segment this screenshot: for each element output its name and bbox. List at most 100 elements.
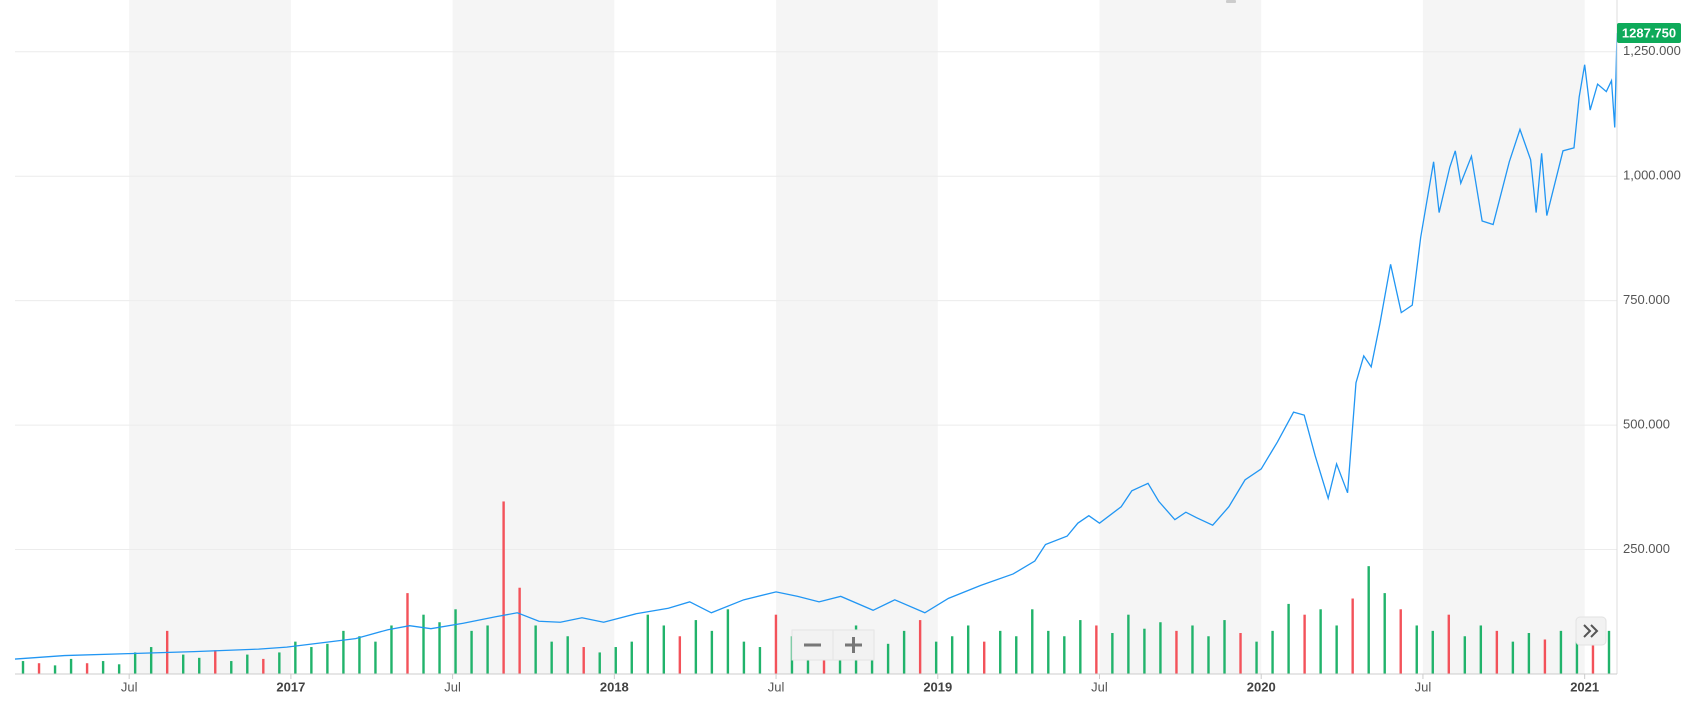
volume-bar xyxy=(742,641,746,674)
volume-bar xyxy=(950,636,954,674)
volume-bar xyxy=(726,609,730,674)
y-tick-label: 250.000 xyxy=(1623,541,1670,556)
volume-bar xyxy=(1607,630,1611,674)
volume-bar xyxy=(1175,630,1178,674)
volume-bar xyxy=(214,650,217,674)
volume-bar xyxy=(1463,636,1467,674)
volume-bar xyxy=(1383,593,1386,674)
price-tag-label: 1287.750 xyxy=(1622,25,1676,40)
volume-bar xyxy=(1575,636,1579,674)
volume-bar xyxy=(1015,636,1018,674)
x-tick-label: Jul xyxy=(121,679,138,694)
volume-bar xyxy=(630,641,633,674)
x-tick-label: 2020 xyxy=(1247,679,1276,694)
volume-bar xyxy=(1223,620,1226,674)
volume-bar xyxy=(518,587,521,674)
volume-bar xyxy=(678,636,682,674)
volume-bar xyxy=(278,652,281,674)
volume-bar xyxy=(454,609,457,674)
x-tick-label: Jul xyxy=(1091,679,1108,694)
scroll-right-button[interactable] xyxy=(1575,616,1607,646)
y-tick-label: 500.000 xyxy=(1623,417,1670,432)
volume-bar xyxy=(358,636,361,674)
volume-bar xyxy=(117,664,121,674)
volume-bar xyxy=(1031,609,1034,674)
volume-bar xyxy=(1335,625,1338,674)
volume-bar xyxy=(918,620,922,674)
volume-bar xyxy=(69,658,73,674)
volume-bar xyxy=(694,620,698,674)
shaded-band xyxy=(1422,0,1585,674)
volume-bar xyxy=(294,641,297,674)
volume-bar xyxy=(566,636,569,674)
volume-bar xyxy=(886,643,890,674)
volume-bar xyxy=(246,654,249,674)
volume-bar xyxy=(342,630,345,674)
shaded-band xyxy=(1099,0,1262,674)
volume-bar xyxy=(1431,630,1434,674)
x-tick-label: 2017 xyxy=(276,679,305,694)
volume-bar xyxy=(422,614,425,674)
volume-bar xyxy=(1591,641,1595,674)
zoom-controls xyxy=(791,629,875,661)
volume-bar xyxy=(21,661,25,674)
volume-bar xyxy=(646,614,649,674)
volume-bar xyxy=(182,654,185,674)
x-tick-label: Jul xyxy=(768,679,785,694)
volume-bar xyxy=(1239,633,1242,674)
volume-bar xyxy=(1495,630,1499,674)
volume-bar xyxy=(198,657,201,674)
volume-bar xyxy=(326,643,329,674)
volume-bar xyxy=(1351,598,1354,674)
y-tick-label: 750.000 xyxy=(1623,292,1670,307)
volume-bar xyxy=(390,625,393,674)
volume-bar xyxy=(1319,609,1322,674)
volume-bar xyxy=(502,501,505,674)
volume-bar xyxy=(149,647,153,674)
volume-bar xyxy=(774,614,778,674)
volume-bar xyxy=(1047,630,1050,674)
volume-bar xyxy=(999,630,1002,674)
volume-bar xyxy=(902,630,906,674)
volume-bar xyxy=(262,658,265,674)
shaded-band xyxy=(452,0,615,674)
volume-bar xyxy=(1063,636,1066,674)
x-tick-label: Jul xyxy=(444,679,461,694)
volume-bar xyxy=(710,630,714,674)
volume-bar xyxy=(1079,620,1082,674)
volume-bar xyxy=(1207,636,1210,674)
volume-bar xyxy=(1527,633,1531,674)
volume-bar xyxy=(1447,614,1450,674)
volume-bar xyxy=(662,625,666,674)
volume-bar xyxy=(758,647,762,674)
x-tick-label: 2021 xyxy=(1570,679,1599,694)
grid xyxy=(15,51,1617,551)
volume-bar xyxy=(1127,614,1130,674)
volume-bar xyxy=(1367,566,1370,674)
volume-bar xyxy=(438,622,441,674)
volume-bar xyxy=(614,647,617,674)
volume-bar xyxy=(1479,625,1483,674)
volume-bar xyxy=(983,641,986,674)
volume-bar xyxy=(934,641,938,674)
volume-bar xyxy=(1191,625,1194,674)
volume-bar xyxy=(85,663,89,674)
price-plot xyxy=(14,32,1618,660)
volume-bar xyxy=(1255,641,1258,674)
price-line xyxy=(14,32,1618,660)
volume-bar xyxy=(310,647,313,674)
volume-bar xyxy=(598,652,601,674)
volume-bar xyxy=(1511,641,1515,674)
volume-bar xyxy=(53,665,57,674)
volume-bar xyxy=(37,663,41,674)
volume-bar xyxy=(486,625,489,674)
volume-bar xyxy=(1159,622,1162,674)
volume-bar xyxy=(406,593,409,674)
scroll-handle[interactable] xyxy=(1226,0,1236,3)
plus-icon xyxy=(845,637,862,653)
x-tick-label: 2018 xyxy=(600,679,629,694)
y-tick-label: 1,250.000 xyxy=(1623,43,1681,58)
volume-bar xyxy=(1271,630,1274,674)
volume-bar xyxy=(133,652,137,674)
